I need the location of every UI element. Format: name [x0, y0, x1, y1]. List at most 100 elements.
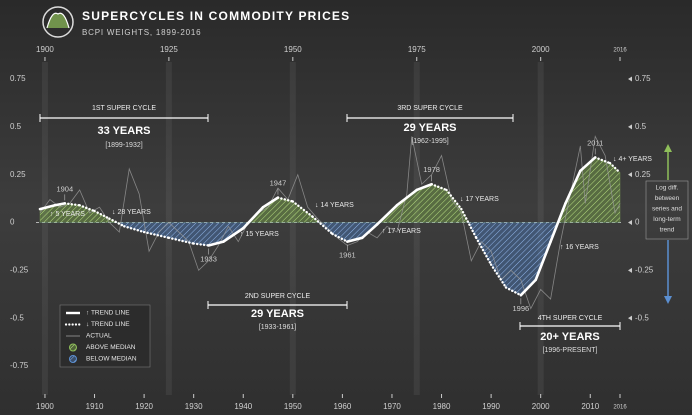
trend-falling — [63, 202, 81, 207]
trend-rising — [549, 202, 567, 243]
cycle-name: 4TH SUPER CYCLE — [538, 315, 603, 322]
x-tick-label: 1970 — [383, 402, 401, 411]
trend-falling — [460, 207, 478, 240]
y2-tick-label: -0.25 — [635, 265, 654, 274]
y2-tick — [628, 76, 632, 82]
cycle-period: [1996-PRESENT] — [543, 347, 598, 354]
trend-falling — [192, 242, 210, 247]
y2-tick-label: 0.75 — [635, 74, 651, 83]
y-tick-label: 0 — [10, 218, 15, 227]
y-tick-label: 0.25 — [10, 170, 26, 179]
duration-label: ↓ 14 YEARS — [315, 202, 354, 209]
cycle-period: [1933-1961] — [259, 324, 296, 331]
y-tick-label: -0.75 — [10, 361, 29, 370]
cycle-length: 29 YEARS — [251, 308, 304, 320]
cycle-name: 1ST SUPER CYCLE — [92, 105, 156, 112]
axis-note-arrows — [645, 144, 689, 304]
x2-tick-label: 1975 — [408, 45, 426, 54]
axis-note: series and — [652, 206, 682, 213]
x-tick-label: 2010 — [581, 402, 599, 411]
trend-rising — [519, 278, 538, 297]
trend-falling — [167, 236, 195, 245]
cycle-period: [1899-1932] — [105, 142, 142, 149]
trend-rising — [346, 236, 364, 243]
trend-falling — [93, 209, 111, 220]
cycle-length: 33 YEARS — [98, 125, 151, 137]
trend-falling — [108, 217, 126, 228]
trend-rising — [222, 226, 245, 243]
cycle-length: 20+ YEARS — [540, 331, 599, 343]
trend-rising — [395, 188, 419, 207]
trend-falling — [331, 232, 349, 243]
trend-rising — [534, 240, 552, 282]
y2-tick-label: 0.5 — [635, 122, 647, 131]
y2-tick — [628, 124, 632, 130]
trend-falling — [445, 188, 463, 211]
trend-falling — [276, 196, 295, 203]
x2-tick-label: 2000 — [532, 45, 550, 54]
trend-falling — [291, 200, 314, 218]
cycle-name: 2ND SUPER CYCLE — [245, 293, 311, 300]
x-tick-label: 1940 — [234, 402, 252, 411]
y2-tick — [628, 267, 632, 273]
trend-rising — [53, 202, 67, 207]
trend-rising — [207, 240, 225, 247]
x2-tick-label: 1950 — [284, 45, 302, 54]
trend-falling — [311, 215, 334, 236]
x-tick-label: 1990 — [482, 402, 500, 411]
trend-rising — [579, 156, 597, 173]
trend-rising — [261, 196, 280, 209]
legend-swatch — [69, 343, 77, 352]
trend-falling — [142, 230, 171, 240]
y2-tick-label: 0 — [635, 218, 640, 227]
duration-label: ↑ 15 YEARS — [240, 231, 279, 238]
legend-label: ACTUAL — [86, 333, 112, 340]
cycle-name: 3RD SUPER CYCLE — [397, 105, 463, 112]
trend-rising — [564, 169, 582, 205]
turning-point-label: 1904 — [56, 184, 73, 193]
axis-note: trend — [660, 227, 675, 234]
trend-falling — [608, 161, 622, 174]
turning-point-label: 1996 — [513, 304, 530, 313]
trend-falling — [594, 156, 612, 165]
duration-label: ↓ 28 YEARS — [112, 209, 151, 216]
turning-point-label: 1933 — [200, 254, 217, 263]
chart-title: SUPERCYCLES IN COMMODITY PRICES — [82, 9, 350, 23]
legend-swatch — [69, 355, 77, 363]
trend-falling — [78, 204, 96, 213]
y2-tick-label: -0.5 — [635, 313, 649, 322]
turning-point-label: 1961 — [339, 251, 356, 260]
trend-rising — [38, 203, 57, 211]
legend: ↑ TREND LINE ↓ TREND LINE ACTUAL ABOVE MEDI… — [59, 304, 151, 368]
cycle-length: 29 YEARS — [404, 122, 457, 134]
y-tick-label: -0.25 — [10, 265, 29, 274]
legend-label: ↑ TREND LINE — [86, 310, 130, 317]
y2-tick-label: 0.25 — [635, 170, 651, 179]
legend-label: BELOW MEDIAN — [86, 356, 137, 363]
x-tick-label: 1980 — [433, 402, 451, 411]
turning-point-label: 1947 — [270, 179, 287, 188]
duration-label: ↑ 5 YEARS — [50, 211, 85, 218]
y2-tick — [628, 315, 632, 321]
y2-tick — [628, 172, 632, 178]
x-tick-label: 2000 — [532, 402, 550, 411]
trend-falling — [123, 225, 146, 234]
y-tick-label: -0.5 — [10, 313, 24, 322]
duration-label: ↑ 16 YEARS — [560, 244, 599, 251]
x-tick-label: 1920 — [135, 402, 153, 411]
trend-rising — [360, 223, 379, 240]
turning-point-label: 2011 — [587, 138, 603, 147]
x-tick-label: 2016 — [613, 405, 627, 411]
x-tick-label: 1960 — [333, 402, 351, 411]
trend-rising — [375, 203, 399, 226]
trend-falling — [489, 263, 508, 289]
logo — [42, 6, 74, 38]
y-tick-label: 0.75 — [10, 74, 26, 83]
chart-subtitle: BCPI WEIGHTS, 1899-2016 — [82, 28, 201, 37]
trend-falling — [430, 183, 448, 192]
axis-note: between — [655, 195, 680, 202]
x-tick-label: 1910 — [86, 402, 104, 411]
trend-falling — [475, 236, 493, 266]
